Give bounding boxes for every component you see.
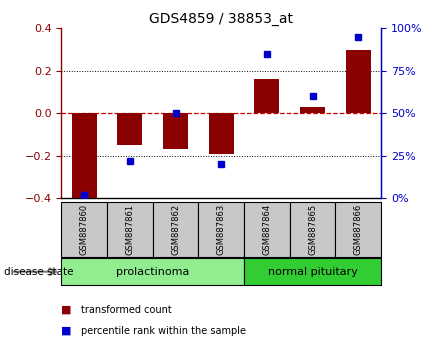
Text: normal pituitary: normal pituitary (268, 267, 357, 277)
Text: GSM887863: GSM887863 (217, 204, 226, 255)
Text: GSM887862: GSM887862 (171, 204, 180, 255)
Text: GSM887860: GSM887860 (80, 204, 88, 255)
Bar (61, 202, 107, 257)
Bar (254, 79, 279, 113)
Bar (244, 202, 290, 257)
Text: ■: ■ (61, 305, 72, 315)
Bar (208, 113, 234, 154)
Bar (290, 202, 336, 257)
Bar (346, 50, 371, 113)
Text: GSM887864: GSM887864 (262, 204, 272, 255)
Text: disease state: disease state (4, 267, 74, 277)
Text: ■: ■ (61, 326, 72, 336)
Bar (153, 202, 198, 257)
Text: transformed count: transformed count (81, 305, 172, 315)
Bar (163, 113, 188, 149)
Bar (117, 113, 142, 145)
Text: GSM887866: GSM887866 (354, 204, 363, 255)
Text: prolactinoma: prolactinoma (116, 267, 189, 277)
Text: GSM887861: GSM887861 (125, 204, 134, 255)
Text: GSM887865: GSM887865 (308, 204, 317, 255)
Bar (198, 202, 244, 257)
Text: percentile rank within the sample: percentile rank within the sample (81, 326, 246, 336)
Bar (61, 258, 244, 285)
Bar (300, 107, 325, 113)
Bar (107, 202, 153, 257)
Bar (71, 113, 97, 202)
Bar (336, 202, 381, 257)
Title: GDS4859 / 38853_at: GDS4859 / 38853_at (149, 12, 293, 26)
Bar (244, 258, 381, 285)
